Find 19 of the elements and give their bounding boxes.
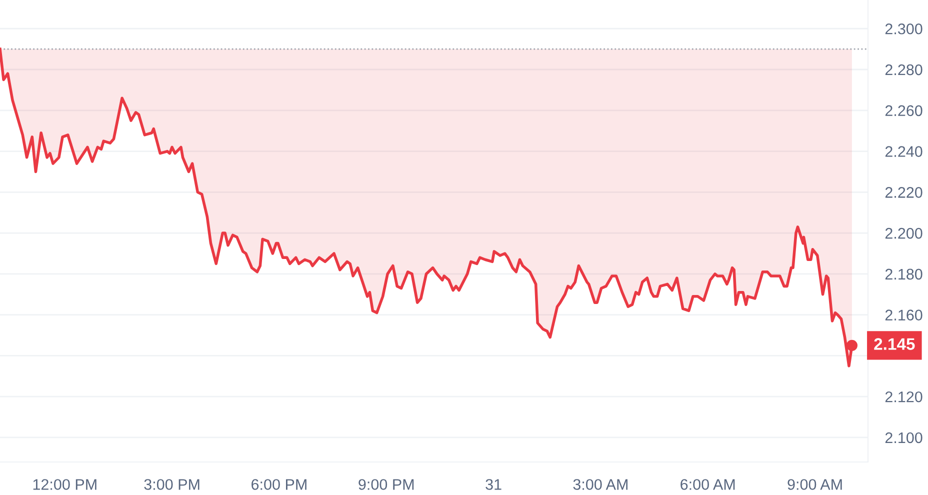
x-tick-label: 6:00 AM	[680, 479, 735, 490]
y-tick-label: 2.160	[885, 310, 922, 320]
x-tick-label: 3:00 PM	[144, 479, 200, 490]
x-tick-label: 3:00 AM	[573, 479, 628, 490]
x-tick-label: 9:00 PM	[358, 479, 414, 490]
y-tick-label: 2.220	[885, 187, 922, 198]
y-tick-label: 2.240	[885, 146, 922, 157]
x-tick-label: 12:00 PM	[33, 479, 96, 490]
x-tick-label: 9:00 AM	[788, 479, 842, 490]
y-tick-label: 2.120	[885, 391, 922, 402]
y-tick-label: 2.100	[885, 432, 922, 444]
x-tick-label: 6:00 PM	[252, 479, 306, 490]
y-tick-label: 2.200	[885, 228, 922, 239]
y-tick-label: 2.300	[885, 23, 922, 34]
y-tick-label: 2.280	[885, 64, 922, 76]
annotation: 2.145	[874, 338, 915, 350]
x-tick-label: 31	[486, 479, 502, 490]
y-tick-label: 2.260	[885, 105, 922, 116]
y-tick-label: 2.180	[885, 268, 922, 280]
